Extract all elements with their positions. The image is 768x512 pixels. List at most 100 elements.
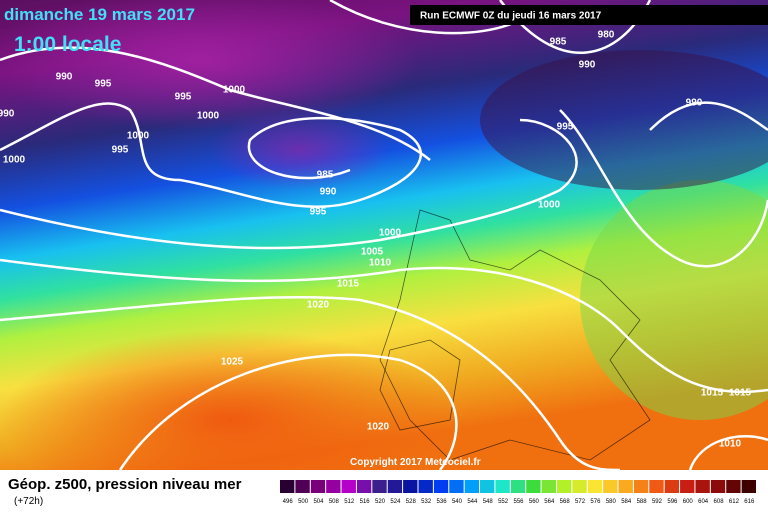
scale-swatch [326, 480, 341, 493]
isobar-label: 990 [0, 109, 15, 120]
isobar-label: 995 [112, 145, 129, 156]
scale-swatch [310, 480, 326, 493]
scale-label: 596 [667, 499, 678, 505]
scale-label: 540 [452, 499, 463, 505]
isobar-label: 985 [317, 170, 334, 181]
scale-label: 568 [560, 499, 571, 505]
footer-lead: (+72h) [14, 496, 43, 507]
scale-swatch [587, 480, 603, 493]
scale-label: 576 [590, 499, 601, 505]
scale-label: 512 [344, 499, 355, 505]
isobar-label: 990 [56, 72, 73, 83]
scale-swatch [510, 480, 526, 493]
scale-label: 604 [698, 499, 709, 505]
scale-swatch [649, 480, 664, 493]
isobars [0, 0, 768, 470]
scale-swatch [280, 480, 295, 493]
isobar-label: 995 [175, 92, 192, 103]
isobar-label: 995 [310, 207, 327, 218]
scale-swatch [695, 480, 710, 493]
scale-swatch [618, 480, 633, 493]
scale-swatch [464, 480, 480, 493]
scale-label: 556 [513, 499, 524, 505]
scale-swatch [572, 480, 587, 493]
scale-label: 560 [529, 499, 540, 505]
isobar-label: 1015 [337, 279, 360, 290]
isobar-label: 1000 [127, 131, 150, 142]
scale-swatch [633, 480, 649, 493]
copyright: Copyright 2017 Meteociel.fr [350, 457, 481, 468]
isobar-label: 1000 [379, 228, 402, 239]
isobar-label: 995 [557, 122, 574, 133]
scale-swatch [387, 480, 403, 493]
isobar-label: 1000 [197, 111, 220, 122]
scale-label: 500 [298, 499, 309, 505]
scale-swatch [372, 480, 387, 493]
isobar-label: 1015 [729, 388, 752, 399]
isobar-label: 1010 [369, 258, 392, 269]
scale-swatch [418, 480, 433, 493]
scale-label: 544 [467, 499, 478, 505]
isobar-label: 990 [320, 187, 337, 198]
map-time: 1:00 locale [14, 33, 121, 56]
scale-swatch [603, 480, 618, 493]
scale-swatch [741, 480, 756, 493]
scale-label: 528 [406, 499, 417, 505]
scale-swatch [726, 480, 741, 493]
scale-label: 532 [421, 499, 432, 505]
scale-swatch [341, 480, 356, 493]
scale-label: 600 [683, 499, 694, 505]
scale-label: 552 [498, 499, 509, 505]
scale-label: 516 [360, 499, 371, 505]
scale-label: 564 [544, 499, 555, 505]
scale-swatch [356, 480, 372, 493]
scale-swatch [541, 480, 556, 493]
isobar-label: 990 [579, 60, 596, 71]
scale-label: 524 [390, 499, 401, 505]
isobar-label: 1020 [367, 422, 390, 433]
scale-label: 592 [652, 499, 663, 505]
scale-label: 584 [621, 499, 632, 505]
isobar-label: 1015 [701, 388, 724, 399]
run-banner [410, 5, 768, 25]
scale-swatch [295, 480, 310, 493]
scale-swatch [680, 480, 695, 493]
scale-label: 616 [744, 499, 755, 505]
isobar-label: 1000 [538, 200, 561, 211]
isobar-label: 990 [686, 98, 703, 109]
scale-swatch [710, 480, 726, 493]
isobar-label: 1010 [719, 439, 742, 450]
scale-label: 572 [575, 499, 586, 505]
scale-label: 508 [329, 499, 340, 505]
scale-label: 580 [606, 499, 617, 505]
isobar-label: 980 [598, 30, 615, 41]
scale-swatch [433, 480, 449, 493]
scale-label: 608 [714, 499, 725, 505]
footer-title: Géop. z500, pression niveau mer [8, 476, 242, 493]
scale-swatch [495, 480, 510, 493]
scale-swatch [664, 480, 680, 493]
scale-label: 536 [437, 499, 448, 505]
scale-label: 588 [637, 499, 648, 505]
isobar-label: 1020 [307, 300, 330, 311]
isobar-label: 1005 [361, 247, 384, 258]
scale-swatch [403, 480, 418, 493]
isobar-label: 985 [550, 37, 567, 48]
isobar-label: 1000 [3, 155, 26, 166]
isobar-label: 995 [95, 79, 112, 90]
isobar-label: 1025 [221, 357, 244, 368]
isobar-label: 1000 [223, 85, 246, 96]
scale-swatch [526, 480, 541, 493]
scale-label: 504 [313, 499, 324, 505]
scale-label: 496 [283, 499, 294, 505]
scale-label: 520 [375, 499, 386, 505]
scale-swatch [449, 480, 464, 493]
scale-swatch [556, 480, 572, 493]
map-date: dimanche 19 mars 2017 [4, 5, 195, 24]
run-label: Run ECMWF 0Z du jeudi 16 mars 2017 [420, 11, 602, 22]
scale-label: 612 [729, 499, 740, 505]
scale-label: 548 [483, 499, 494, 505]
scale-swatch [480, 480, 495, 493]
